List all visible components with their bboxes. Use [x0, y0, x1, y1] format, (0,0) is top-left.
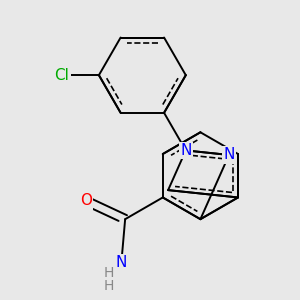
Text: H: H	[103, 266, 113, 280]
Text: H: H	[103, 279, 113, 293]
Text: N: N	[223, 148, 235, 163]
Text: O: O	[80, 193, 92, 208]
Text: Cl: Cl	[55, 68, 69, 83]
Text: N: N	[180, 143, 191, 158]
Text: N: N	[116, 255, 127, 270]
